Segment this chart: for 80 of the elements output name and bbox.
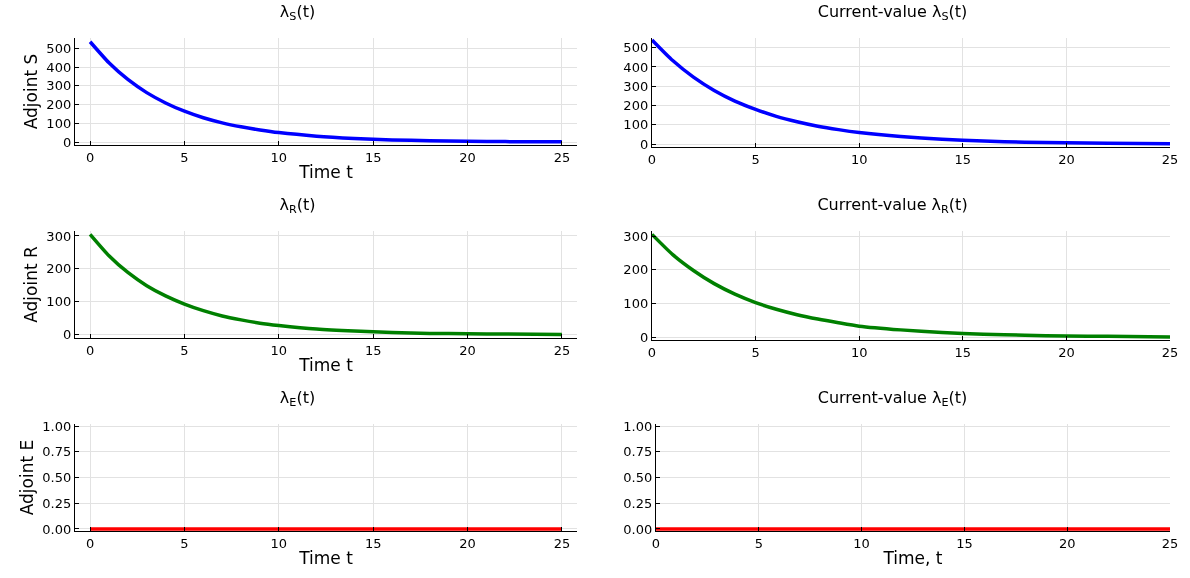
x-tick-label: 0	[85, 342, 95, 358]
y-tick-label: 0	[62, 327, 72, 343]
y-tick-label: 200	[46, 97, 72, 113]
x-tick-label: 25	[553, 535, 571, 551]
x-tick-label: 25	[553, 342, 571, 358]
x-tick-label: 5	[180, 149, 189, 165]
y-axis-title: Adjoint S	[21, 53, 42, 130]
y-tick-label: 100	[46, 294, 72, 310]
x-tick-label: 15	[956, 535, 973, 551]
y-tick-label: 300	[46, 78, 72, 94]
x-tick-label: 20	[1058, 151, 1075, 167]
x-tick-label: 20	[459, 342, 476, 358]
y-tick-label: 400	[623, 59, 649, 75]
y-tick-label: 300	[623, 78, 649, 94]
y-tick-label: 500	[623, 40, 649, 56]
line-series	[88, 232, 564, 337]
y-tick-label: 0	[639, 329, 649, 345]
x-tick-label: 25	[1161, 344, 1179, 360]
y-tick-label: 0.75	[623, 444, 653, 460]
x-tick-label: 5	[180, 342, 189, 358]
x-tick-label: 10	[270, 342, 288, 358]
x-tick-label: 5	[180, 535, 189, 551]
y-tick-label: 0.25	[42, 495, 72, 511]
x-tick-label: 10	[850, 344, 868, 360]
y-tick-label: 0.50	[623, 470, 653, 486]
y-tick-label: 100	[623, 296, 649, 312]
x-tick-label: 20	[459, 149, 476, 165]
y-tick-label: 0.50	[42, 470, 72, 486]
x-tick-label: 10	[270, 535, 288, 551]
x-tick-label: 25	[553, 149, 571, 165]
x-tick-label: 5	[751, 344, 760, 360]
line-series	[652, 232, 1170, 339]
y-tick-label: 300	[623, 228, 649, 244]
y-axis-title: Adjoint R	[21, 246, 42, 323]
y-tick-label: 400	[46, 59, 72, 75]
x-tick-label: 10	[270, 149, 288, 165]
x-tick-label: 25	[1161, 535, 1179, 551]
chart-title: Current-value λ$_{S}$(t)	[817, 1, 968, 24]
chart-title: Current-value λ$_{R}$(t)	[817, 194, 968, 217]
y-tick-label: 200	[623, 262, 649, 278]
y-tick-label: 100	[46, 115, 72, 131]
y-tick-label: 1.00	[42, 418, 72, 434]
y-axis-title: Adjoint E	[16, 439, 37, 516]
x-axis-title: Time t	[298, 162, 354, 183]
chart-title: λ$_{S}$(t)	[279, 1, 316, 24]
x-tick-label: 20	[459, 535, 476, 551]
y-tick-label: 200	[623, 98, 649, 114]
y-tick-label: 200	[46, 261, 72, 277]
x-tick-label: 10	[853, 535, 870, 551]
y-tick-label: 1.00	[623, 418, 653, 434]
x-tick-label: 0	[85, 149, 95, 165]
y-tick-label: 100	[623, 117, 649, 133]
y-tick-label: 0.00	[623, 521, 653, 537]
line-series	[652, 38, 1170, 146]
x-tick-label: 15	[364, 535, 382, 551]
y-tick-label: 0.75	[42, 444, 72, 460]
x-axis-title: Time t	[298, 548, 354, 569]
x-tick-label: 20	[1058, 344, 1075, 360]
line-series	[88, 40, 564, 144]
x-axis-title: Time, t	[882, 548, 943, 569]
x-tick-label: 15	[954, 151, 972, 167]
chart-title: λ$_{R}$(t)	[279, 194, 316, 217]
x-tick-label: 15	[364, 342, 382, 358]
chart-title: λ$_{E}$(t)	[279, 387, 316, 410]
y-tick-label: 500	[46, 40, 72, 56]
x-axis-title: Time t	[298, 355, 354, 376]
y-tick-label: 0.25	[623, 495, 653, 511]
chart-title: Current-value λ$_{E}$(t)	[817, 387, 968, 410]
x-tick-label: 5	[754, 535, 763, 551]
y-tick-label: 0.00	[42, 521, 72, 537]
y-tick-label: 300	[46, 228, 72, 244]
y-tick-label: 0	[639, 136, 649, 152]
x-tick-label: 0	[85, 535, 95, 551]
x-tick-label: 20	[1058, 535, 1076, 551]
x-tick-label: 15	[954, 344, 972, 360]
y-tick-label: 0	[62, 134, 72, 150]
x-tick-label: 25	[1161, 151, 1179, 167]
x-tick-label: 15	[364, 149, 382, 165]
x-tick-label: 5	[751, 151, 760, 167]
x-tick-label: 10	[850, 151, 868, 167]
